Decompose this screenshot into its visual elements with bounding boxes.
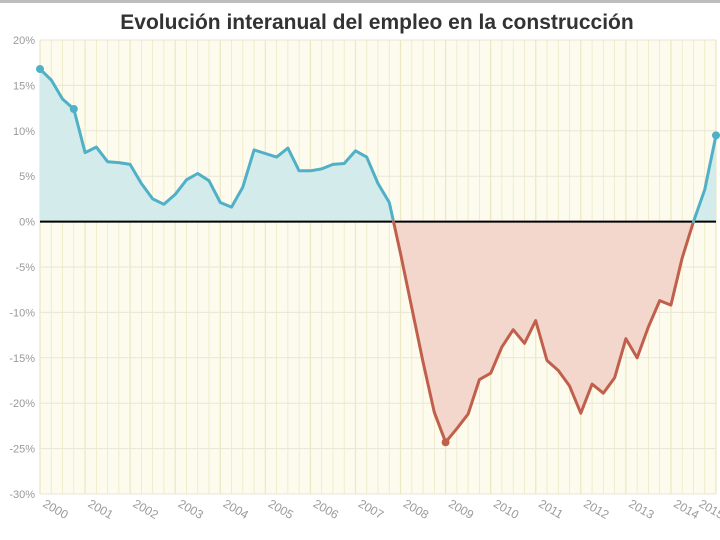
- data-point-marker: [36, 65, 44, 74]
- y-tick-label: -30%: [9, 489, 35, 501]
- x-tick-label: 2004: [221, 496, 251, 522]
- x-tick-label: 2009: [446, 496, 476, 522]
- x-tick-label: 2000: [41, 496, 71, 522]
- top-border: [0, 0, 720, 3]
- x-tick-label: 2007: [356, 496, 386, 522]
- series-lines: [38, 67, 718, 444]
- x-tick-label: 2014: [671, 496, 701, 522]
- x-tick-label: 2002: [131, 496, 161, 522]
- x-tick-label: 2011: [536, 496, 566, 521]
- x-tick-label: 2012: [581, 496, 611, 522]
- y-tick-label: 20%: [13, 35, 35, 47]
- series-markers: [36, 65, 720, 447]
- x-tick-label: 2001: [86, 496, 116, 522]
- x-tick-label: 2005: [266, 496, 296, 522]
- area-negative: [393, 221, 694, 443]
- data-point-marker: [712, 131, 720, 140]
- series-line-positive: [692, 133, 718, 224]
- y-tick-label: 10%: [13, 126, 35, 138]
- y-axis-ticks: 20% 15% 10% 5% 0% -5% -10% -15% -20% -25% -30%: [9, 35, 35, 501]
- area-positive: [40, 69, 394, 222]
- x-tick-label: 2008: [401, 496, 431, 522]
- data-point-marker: [69, 105, 78, 114]
- series-line-negative: [392, 220, 695, 444]
- y-tick-label: 15%: [13, 80, 35, 92]
- y-tick-label: -20%: [9, 398, 35, 410]
- area-positive: [693, 135, 716, 222]
- data-point-marker: [441, 438, 450, 447]
- y-tick-label: 0%: [19, 217, 35, 229]
- x-tick-label: 2013: [626, 496, 656, 522]
- chart-title: Evolución interanual del empleo en la co…: [120, 11, 633, 34]
- y-tick-label: -25%: [9, 444, 35, 456]
- area-fills: [40, 69, 716, 443]
- series-line-positive: [38, 67, 395, 224]
- x-tick-label: 2003: [176, 496, 206, 522]
- x-tick-label: 2010: [491, 496, 521, 522]
- y-tick-label: -15%: [9, 353, 35, 365]
- y-tick-label: 5%: [19, 171, 35, 183]
- x-tick-label: 2015: [697, 496, 720, 522]
- x-axis-ticks: 2000 2001 2002 2003 2004 2005 2006 2007 2008 2009…: [41, 496, 720, 522]
- y-tick-label: -5%: [15, 262, 35, 274]
- y-tick-label: -10%: [9, 307, 35, 319]
- x-tick-label: 2006: [311, 496, 341, 522]
